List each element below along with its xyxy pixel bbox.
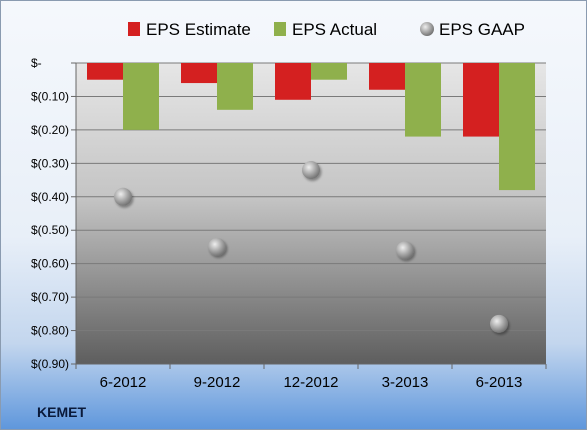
bar-eps-actual — [499, 63, 535, 191]
legend-swatch — [274, 22, 286, 36]
y-tick-label: $(0.30) — [31, 156, 69, 170]
bar-eps-actual — [217, 63, 253, 110]
x-tick-label: 3-2013 — [382, 374, 429, 391]
y-tick-label: $- — [31, 56, 42, 70]
bars — [87, 63, 535, 191]
legend-label: EPS Estimate — [146, 20, 251, 39]
y-tick-label: $(0.90) — [31, 357, 69, 371]
x-tick-label: 9-2012 — [194, 374, 241, 391]
legend: EPS Estimate EPS Actual EPS GAAP — [128, 20, 525, 39]
gaap-marker — [396, 241, 414, 260]
gaap-marker — [302, 161, 320, 180]
legend-swatch — [420, 22, 434, 36]
legend-swatch — [128, 22, 140, 36]
y-tick-label: $(0.20) — [31, 123, 69, 137]
y-tick-label: $(0.60) — [31, 257, 69, 271]
y-tick-label: $(0.50) — [31, 223, 69, 237]
company-label: KEMET — [37, 404, 86, 420]
bar-eps-estimate — [275, 63, 311, 100]
gaap-markers — [114, 161, 508, 333]
bar-eps-actual — [405, 63, 441, 137]
bar-eps-estimate — [463, 63, 499, 137]
x-tick-label: 6-2013 — [476, 374, 523, 391]
bar-eps-estimate — [369, 63, 405, 90]
bar-eps-actual — [311, 63, 347, 80]
y-tick-label: $(0.70) — [31, 290, 69, 304]
y-tick-label: $(0.80) — [31, 324, 69, 338]
bar-eps-estimate — [87, 63, 123, 80]
gaap-marker — [114, 187, 132, 206]
y-axis: $- $(0.10) $(0.20) $(0.30) $(0.40) $(0.50) $(0… — [31, 56, 77, 371]
x-axis: 6-2012 9-2012 12-2012 3-2013 6-2013 — [75, 363, 547, 391]
legend-label: EPS GAAP — [439, 20, 525, 39]
bar-eps-actual — [123, 63, 159, 130]
x-tick-label: 6-2012 — [100, 374, 147, 391]
bar-eps-estimate — [181, 63, 217, 84]
x-tick-label: 12-2012 — [283, 374, 338, 391]
gaap-marker — [208, 237, 226, 256]
gaap-marker — [490, 314, 508, 333]
y-tick-label: $(0.40) — [31, 190, 69, 204]
y-tick-label: $(0.10) — [31, 89, 69, 103]
legend-label: EPS Actual — [292, 20, 377, 39]
